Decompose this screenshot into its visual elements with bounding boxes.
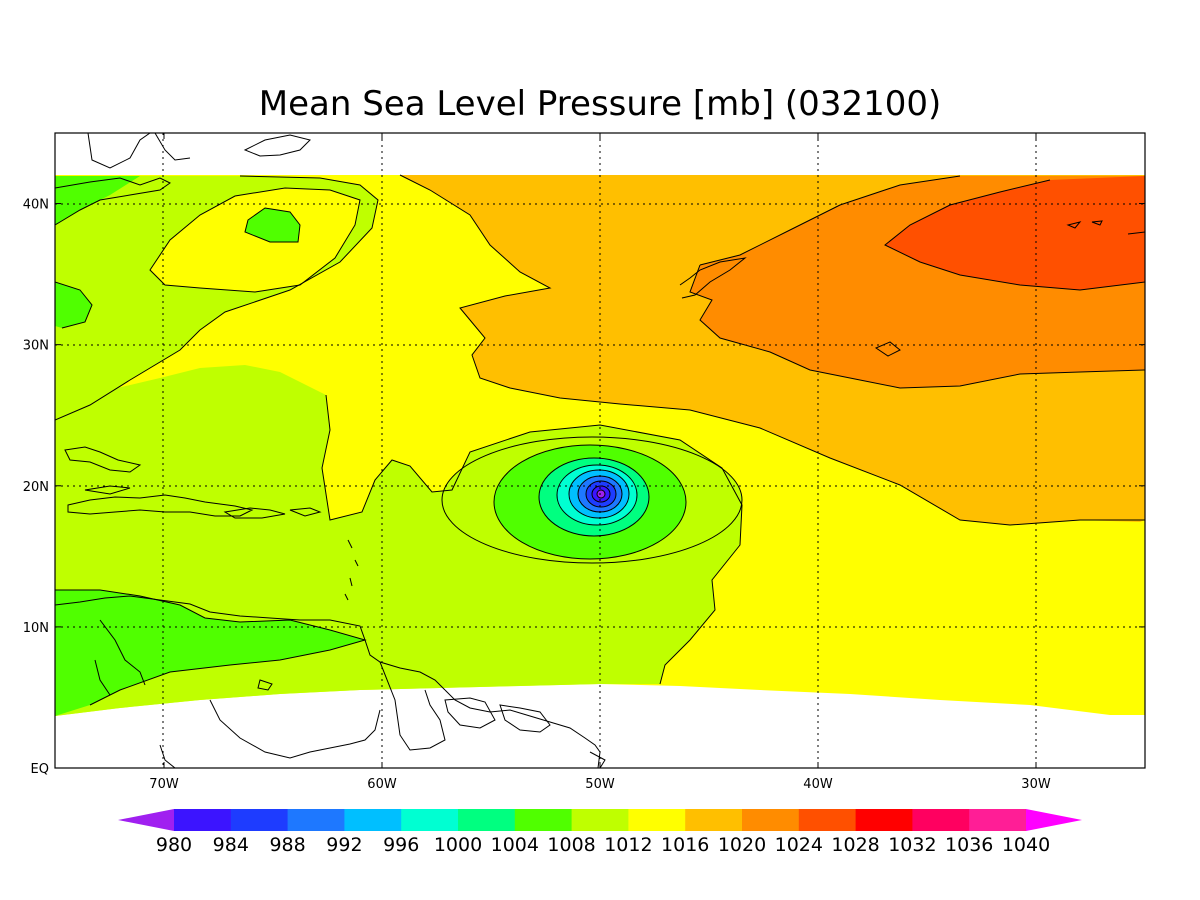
colorbar-label: 1040	[1002, 834, 1050, 856]
colorbar-segment	[514, 809, 573, 831]
colorbar-segment	[742, 809, 800, 831]
colorbar-segment	[401, 809, 459, 831]
colorbar-label: 1036	[945, 834, 993, 856]
lon-tick-label: 40W	[803, 777, 833, 792]
colorbar-segment	[458, 809, 516, 831]
colorbar-label: 1028	[831, 834, 879, 856]
colorbar-segment	[685, 809, 743, 831]
isobar-1012-north	[55, 175, 379, 421]
isobar-1024	[884, 179, 1145, 291]
isobar-1016-tongue	[149, 187, 361, 293]
colorbar-label: 1020	[718, 834, 766, 856]
band-1008-nw	[245, 208, 300, 242]
lat-tick-label: 40N	[23, 198, 49, 213]
colorbar-segment	[628, 809, 686, 831]
band-1008-nwcorner	[55, 176, 140, 225]
chart-title: Mean Sea Level Pressure [mb] (032100)	[259, 84, 942, 124]
lon-tick-label: 60W	[367, 777, 397, 792]
colorbar-segment	[969, 809, 1027, 831]
colorbar-segment	[287, 809, 345, 831]
colorbar-segment	[174, 809, 232, 831]
colorbar-label: 980	[156, 834, 192, 856]
isobar-small-high	[874, 341, 901, 357]
colorbar-segment	[344, 809, 402, 831]
colorbar-segment	[855, 809, 913, 831]
colorbar-low-arrow	[118, 809, 174, 831]
colorbar-label: 1024	[775, 834, 823, 856]
colorbar-label: 1008	[547, 834, 595, 856]
colorbar-segment	[230, 809, 289, 831]
lat-tick-label: 20N	[23, 480, 49, 495]
colorbar-segment	[571, 809, 629, 831]
lat-tick-label: 30N	[23, 339, 49, 354]
colorbar-label: 992	[326, 834, 362, 856]
colorbar-segment	[798, 809, 857, 831]
lon-tick-label: 50W	[585, 777, 615, 792]
isobar-1008-w	[55, 281, 93, 329]
band-1028	[885, 176, 1145, 290]
colorbar-label: 1032	[888, 834, 936, 856]
colorbar-label: 988	[269, 834, 305, 856]
lon-tick-label: 30W	[1021, 777, 1051, 792]
colorbar-label: 1004	[491, 834, 539, 856]
latitude-axis: 40N 30N 20N 10N EQ	[23, 198, 1145, 777]
colorbar-label: 1012	[604, 834, 652, 856]
lat-tick-label: 10N	[23, 621, 49, 636]
contour-fields	[55, 133, 1145, 768]
longitude-axis: 70W 60W 50W 40W 30W	[149, 133, 1051, 792]
colorbar-segment	[912, 809, 970, 831]
colorbar-high-arrow	[1026, 809, 1082, 831]
colorbar-label: 996	[383, 834, 419, 856]
isobar-1012-south	[321, 394, 743, 685]
lat-tick-label: EQ	[31, 762, 49, 777]
colorbar-label: 1016	[661, 834, 709, 856]
colorbar-label: 984	[213, 834, 249, 856]
colorbar-label: 1000	[434, 834, 482, 856]
isobar-1020	[689, 175, 1145, 389]
isobar-1016	[399, 174, 1145, 526]
lon-tick-label: 70W	[149, 777, 179, 792]
grid-lines	[55, 133, 1145, 768]
band-1008-sw	[55, 590, 365, 716]
isobar-1008-nw	[244, 207, 301, 243]
colorbar: 980 984 988 992 996 1000 1004 1008 1012 1016 1020 1…	[118, 809, 1082, 856]
storm-center	[441, 436, 743, 564]
coastlines	[55, 133, 1145, 768]
